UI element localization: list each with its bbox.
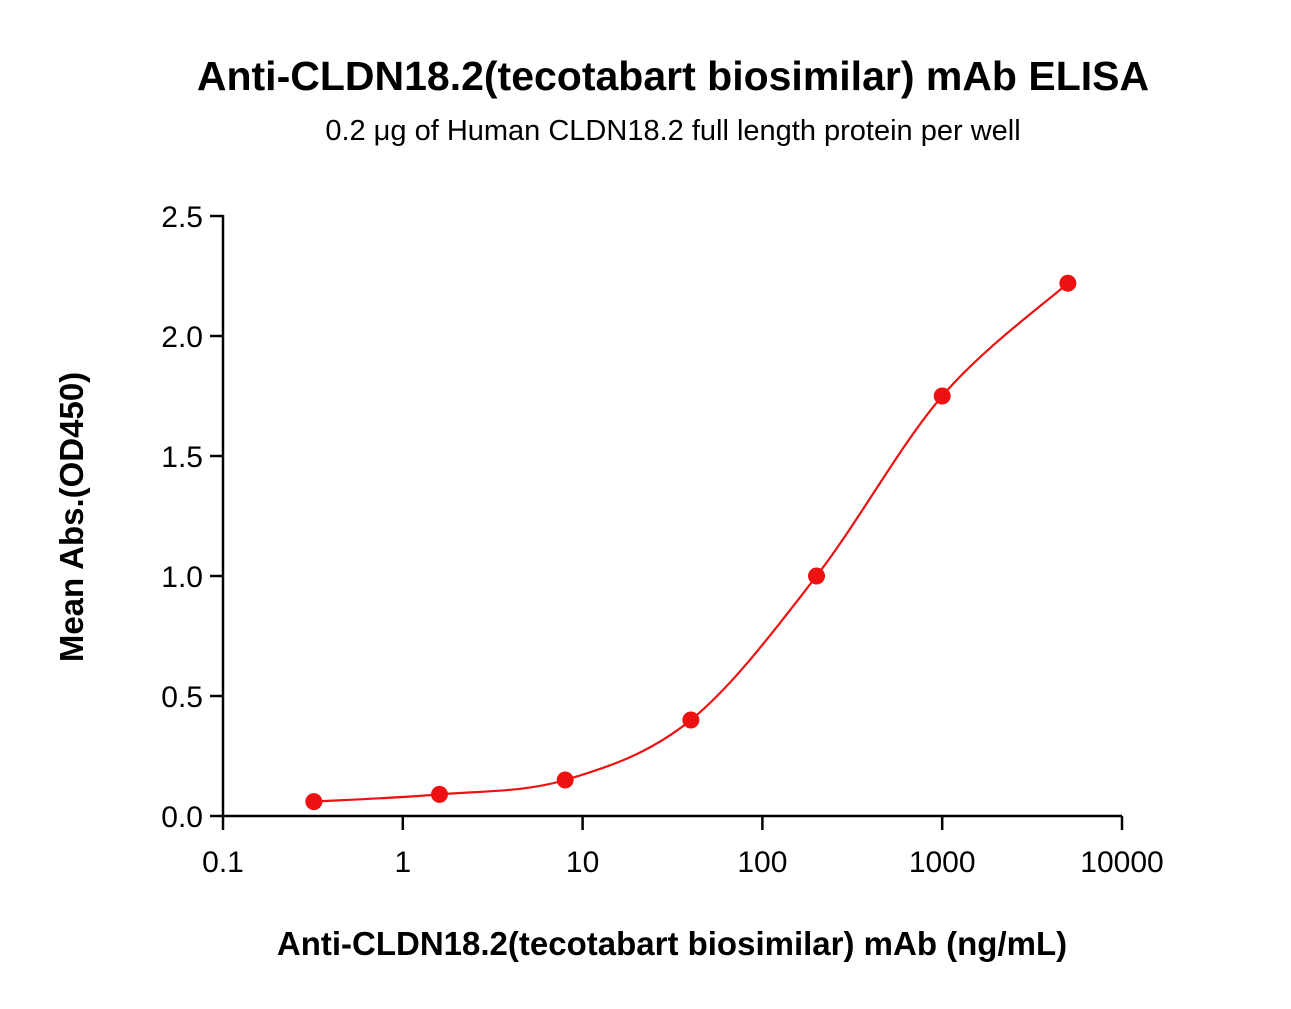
x-tick-label: 100	[737, 846, 787, 879]
x-ticks: 0.1 1 10 100 1000 10000	[202, 816, 1164, 879]
axes	[221, 215, 1122, 818]
y-tick-label: 0.5	[161, 681, 203, 714]
x-tick-label: 10	[566, 846, 599, 879]
y-tick-label: 2.5	[161, 201, 203, 234]
data-point	[431, 785, 449, 803]
y-tick-label: 0.0	[161, 801, 203, 834]
chart-subtitle: 0.2 μg of Human CLDN18.2 full length pro…	[325, 115, 1020, 147]
y-ticks: 0.0 0.5 1.0 1.5 2.0 2.5	[161, 201, 223, 834]
data-point	[682, 711, 700, 729]
data-point	[808, 567, 826, 585]
y-axis-label: Mean Abs.(OD450)	[53, 372, 90, 662]
y-tick-label: 1.5	[161, 441, 203, 474]
y-tick-label: 2.0	[161, 321, 203, 354]
y-tick-label: 1.0	[161, 561, 203, 594]
x-tick-label: 10000	[1080, 846, 1163, 879]
x-tick-label: 0.1	[202, 846, 244, 879]
data-point	[933, 387, 951, 405]
x-axis-label: Anti-CLDN18.2(tecotabart biosimilar) mAb…	[277, 925, 1067, 962]
data-point	[556, 771, 574, 789]
x-tick-label: 1	[394, 846, 411, 879]
x-tick-label: 1000	[909, 846, 976, 879]
chart-title: Anti-CLDN18.2(tecotabart biosimilar) mAb…	[197, 53, 1149, 99]
data-points	[305, 274, 1077, 811]
data-point	[305, 793, 323, 811]
data-point	[1059, 274, 1077, 292]
